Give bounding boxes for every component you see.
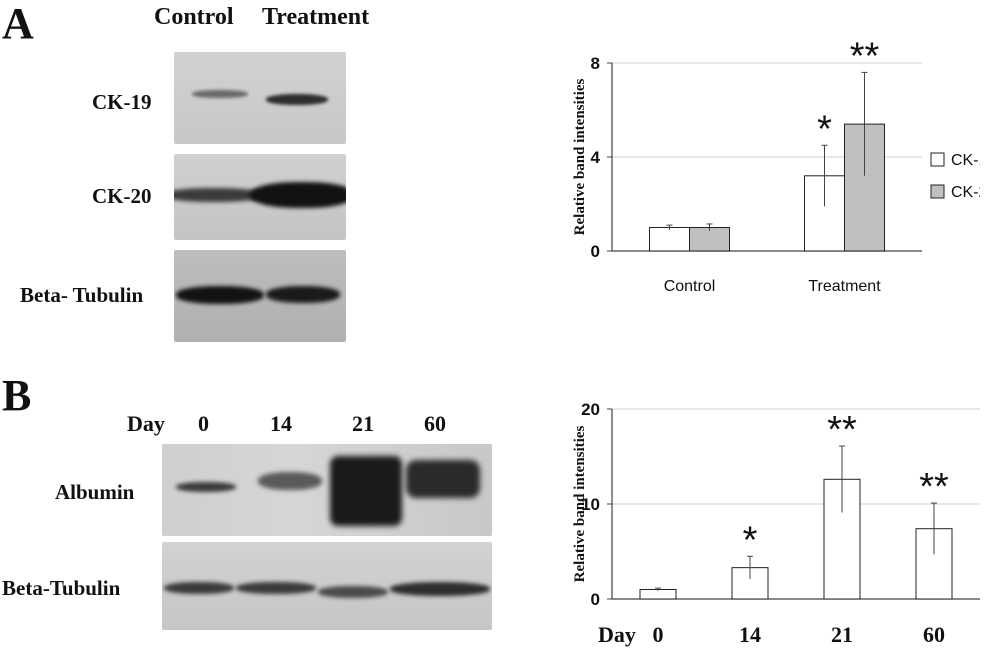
blot-beta-tubulin-b xyxy=(162,542,492,630)
blot-label-beta-tubulin-a: Beta- Tubulin xyxy=(20,283,144,307)
y-axis-label: Relative band intensities xyxy=(572,426,588,583)
y-tick-label: 10 xyxy=(581,495,600,514)
y-tick-label: 0 xyxy=(591,590,600,609)
band-ck19-treatment xyxy=(266,94,328,105)
blot-ck19 xyxy=(174,52,346,144)
band-albumin-60 xyxy=(406,460,480,498)
significance-mark: ** xyxy=(919,466,949,508)
blot-albumin xyxy=(162,444,492,536)
band-ck20-control xyxy=(174,188,264,202)
column-label-treatment: Treatment xyxy=(262,4,370,30)
column-label-control: Control xyxy=(154,4,234,30)
day-label-60: 60 xyxy=(424,411,446,436)
significance-mark: * xyxy=(817,108,832,150)
blot-label-beta-tubulin-b: Beta-Tubulin xyxy=(2,576,121,600)
legend-swatch xyxy=(930,152,945,167)
band-tubulin-a-treatment xyxy=(266,286,340,303)
legend-label: CK-20 xyxy=(951,184,980,201)
x-tick-label: Control xyxy=(664,278,716,295)
band-tubulin-a-control xyxy=(176,286,264,304)
band-albumin-14 xyxy=(258,472,322,490)
significance-mark: ** xyxy=(850,40,880,77)
band-tubulin-b-14 xyxy=(236,582,316,594)
y-axis-label: Relative band intensities xyxy=(572,79,588,236)
blot-ck20 xyxy=(174,154,346,240)
band-tubulin-b-21 xyxy=(318,586,388,598)
day-label-14: 14 xyxy=(270,411,292,436)
x-tick-label: 14 xyxy=(739,622,761,647)
legend-label: CK-19 xyxy=(951,152,980,169)
y-tick-label: 20 xyxy=(581,400,600,419)
blot-label-ck20: CK-20 xyxy=(92,184,152,208)
x-tick-label: Treatment xyxy=(808,278,881,295)
x-tick-label: 21 xyxy=(831,622,853,647)
panel-a-letter: A xyxy=(2,0,34,48)
band-tubulin-b-0 xyxy=(164,582,234,594)
band-ck20-treatment xyxy=(250,182,346,208)
blot-label-ck19: CK-19 xyxy=(92,90,152,114)
significance-mark: * xyxy=(743,519,758,561)
x-tick-label: 60 xyxy=(923,622,945,647)
x-tick-label: 0 xyxy=(653,622,664,647)
x-axis-label: Day xyxy=(598,622,636,647)
blot-beta-tubulin-a xyxy=(174,250,346,342)
band-albumin-21 xyxy=(330,456,402,526)
band-albumin-0 xyxy=(176,482,236,492)
y-tick-label: 0 xyxy=(591,242,600,261)
day-label-0: 0 xyxy=(198,411,209,436)
bar xyxy=(649,227,690,252)
day-label-b: Day xyxy=(127,411,165,436)
y-tick-label: 4 xyxy=(591,148,601,167)
band-tubulin-b-60 xyxy=(390,582,490,596)
significance-mark: ** xyxy=(827,409,857,451)
day-label-21: 21 xyxy=(352,411,374,436)
legend-swatch xyxy=(930,184,945,199)
band-ck19-control xyxy=(192,90,248,98)
blot-label-albumin: Albumin xyxy=(55,480,135,504)
panel-b-letter: B xyxy=(2,371,32,420)
y-tick-label: 8 xyxy=(591,54,600,73)
